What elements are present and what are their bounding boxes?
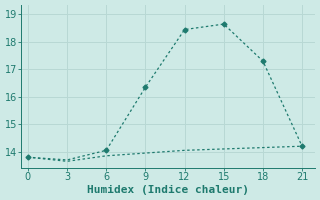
X-axis label: Humidex (Indice chaleur): Humidex (Indice chaleur) <box>87 185 249 195</box>
